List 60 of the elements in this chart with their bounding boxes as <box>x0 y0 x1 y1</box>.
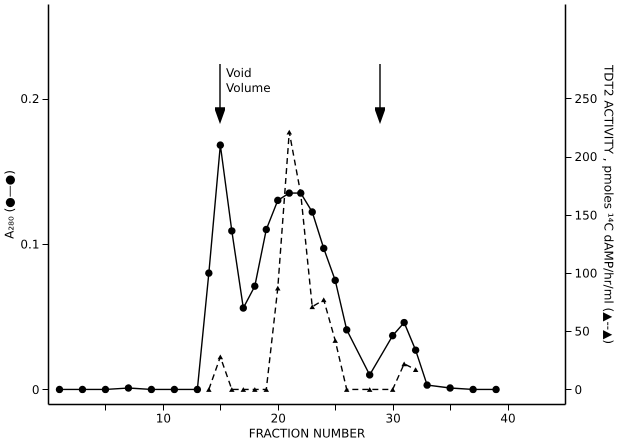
point <box>262 226 270 234</box>
point <box>274 196 282 204</box>
y-axis-title: A₂₈₀ (●—●) <box>2 170 16 239</box>
point <box>344 387 350 392</box>
point <box>366 371 374 379</box>
point <box>102 386 110 394</box>
point <box>229 387 235 392</box>
point <box>240 387 246 392</box>
point <box>412 346 420 354</box>
y2-tick-label: 150 <box>574 208 598 222</box>
point <box>218 354 224 360</box>
x-axis-title: FRACTION NUMBER <box>248 426 366 440</box>
y2-tick-label: 50 <box>574 324 590 339</box>
point <box>492 386 500 394</box>
point <box>240 304 248 312</box>
y-tick-label: 0.2 <box>20 92 40 106</box>
point <box>264 387 270 392</box>
point <box>148 386 156 394</box>
point <box>320 297 326 302</box>
y-tick-label: 0 <box>32 382 40 397</box>
point <box>205 269 213 277</box>
y2-tick-label: 0 <box>574 382 582 397</box>
x-tick-label: 30 <box>386 412 401 426</box>
point <box>216 141 224 149</box>
x-tick-label: 20 <box>270 412 286 426</box>
point <box>446 384 454 392</box>
point <box>124 384 132 392</box>
point <box>388 332 396 340</box>
point <box>332 338 338 343</box>
x-tick-label: 40 <box>500 412 516 426</box>
point <box>308 208 316 216</box>
point <box>252 387 258 392</box>
annotation: Void Volume <box>226 66 272 96</box>
point <box>228 227 236 235</box>
point <box>390 387 396 392</box>
point <box>332 276 339 284</box>
point <box>423 381 431 389</box>
point <box>320 244 328 252</box>
point <box>286 189 293 197</box>
point <box>469 386 477 394</box>
point <box>286 130 292 134</box>
point <box>401 361 407 366</box>
point <box>251 282 259 290</box>
y2-tick-label: 250 <box>574 92 598 106</box>
y2-tick-label: 200 <box>574 150 598 164</box>
point <box>412 367 418 372</box>
point <box>343 326 350 334</box>
point <box>366 387 372 392</box>
point <box>206 387 212 392</box>
point <box>310 304 315 310</box>
x-tick-label: 10 <box>156 412 172 426</box>
y2-tick-label: 100 <box>574 266 598 280</box>
point <box>170 386 178 394</box>
point <box>194 386 202 394</box>
point <box>400 318 408 326</box>
y-tick-label: 0.1 <box>20 238 40 252</box>
point <box>78 386 86 394</box>
point <box>275 286 281 291</box>
y2-axis-title: TDT2 ACTIVITY , pmoles ¹⁴C dAMP/hr/ml (▲--▲) <box>601 64 616 344</box>
point <box>56 386 64 394</box>
